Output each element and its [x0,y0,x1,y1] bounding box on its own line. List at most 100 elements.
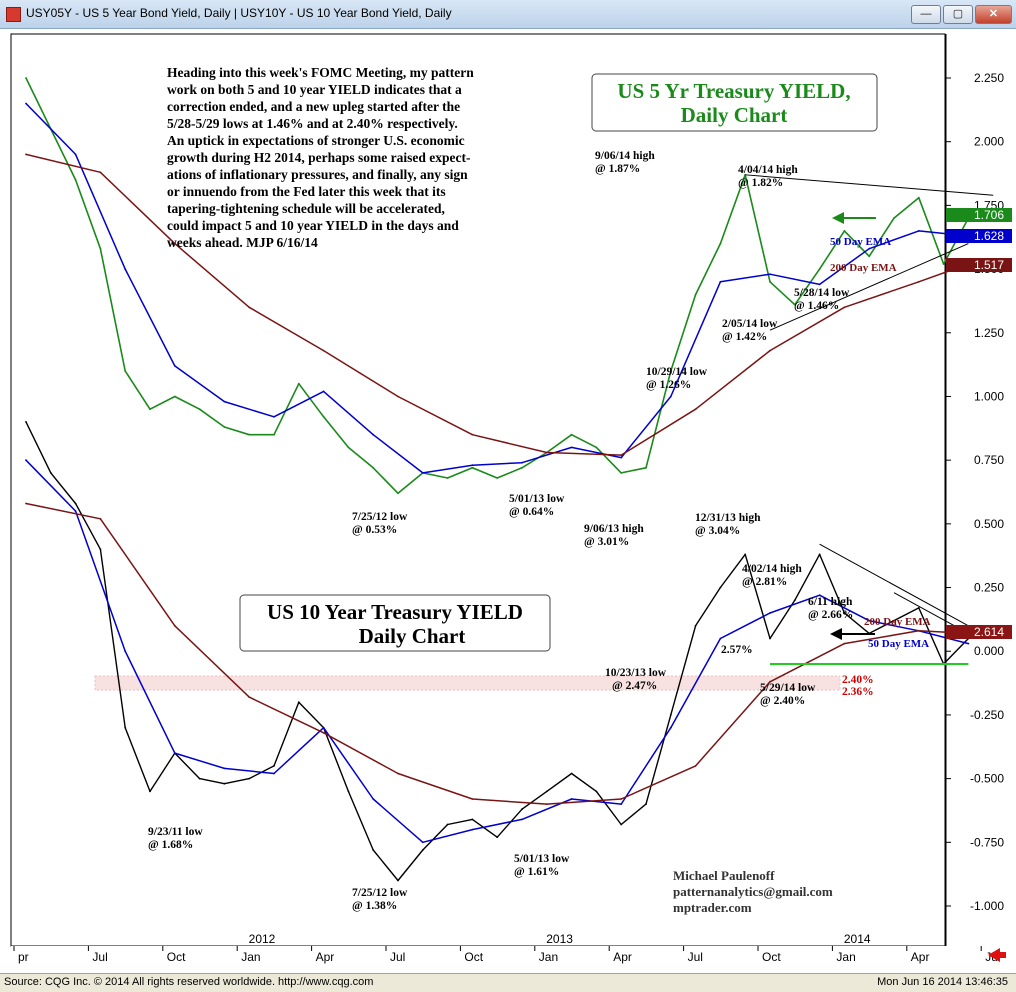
data-point-ema50_5y [124,268,127,270]
x-year-label: 2013 [546,932,573,946]
data-point-ema50_10y [620,803,623,805]
support-upper-label: 2.40% [842,674,874,686]
data-point-five_year [917,196,920,199]
data-point-ema50_5y [521,461,523,464]
data-point-ema200_5y [843,306,846,309]
data-point-ema50_5y [570,446,573,449]
annotation-high: 12/31/13 high [695,512,761,524]
data-point-ema50_10y [471,828,474,831]
x-tick-label: Oct [762,950,781,964]
data-point-five_year [471,466,474,469]
trendline-10y_down1 [819,543,969,627]
ema200-10y-label: 200 Day EMA [864,616,931,628]
arrow-5y-icon [832,212,876,224]
data-point-five_year [694,293,697,296]
data-point-ten_year [74,502,77,505]
data-point-ema200_10y [545,803,548,805]
data-point-five_year [942,263,945,265]
data-point-ema50_5y [471,464,474,467]
maximize-button[interactable]: ▢ [943,5,973,24]
data-point-ema200_10y [397,772,399,775]
window-title: USY05Y - US 5 Year Bond Yield, Daily | U… [26,6,452,20]
data-point-ema50_10y [273,772,275,775]
commentary-line: correction ended, and a new upleg starte… [167,99,460,114]
scroll-left-icon[interactable] [988,948,1000,962]
x-tick-label: Jan [539,950,558,964]
data-point-five_year [769,280,771,283]
title-10yr-line2: Daily Chart [359,624,466,648]
ema50-10y-label: 50 Day EMA [868,638,929,650]
title-5yr-line2: Daily Chart [681,103,788,127]
data-point-five_year [173,395,176,398]
data-point-ema50_10y [372,798,375,800]
annotation-high-value: @ 2.66% [808,609,853,621]
annotation-low-value: @ 0.53% [352,524,397,536]
data-point-ten_year [471,818,474,821]
data-point-ten_year [744,553,747,556]
data-point-ema50_10y [173,752,176,754]
data-point-ten_year [694,624,697,627]
data-point-five_year [843,230,846,232]
data-point-ema200_10y [694,765,697,767]
data-point-ten_year [49,472,52,474]
minimize-button[interactable]: — [911,5,941,24]
data-point-ema50_5y [25,102,27,105]
commentary-line: An uptick in expectations of stronger U.… [167,133,465,148]
annotation-high: 6/11 high [808,596,853,608]
x-tick-label: Jul [390,950,405,964]
data-point-ten_year [273,765,275,767]
data-point-ema200_5y [694,408,697,411]
data-point-ema50_10y [74,510,77,512]
data-point-ema50_5y [669,395,672,398]
data-point-ema50_5y [818,283,821,286]
data-point-ten_year [248,777,251,780]
data-point-ema50_10y [769,612,771,614]
data-point-ema200_10y [620,798,623,800]
data-point-ten_year [620,823,623,826]
y-tick-label: 2.250 [974,71,1004,85]
status-source: Source: CQG Inc. © 2014 All rights reser… [4,976,374,988]
data-point-ten_year [297,701,300,704]
annotation-low-value: @ 1.68% [148,839,193,851]
data-point-ten_year [595,790,598,793]
close-button[interactable]: ✕ [975,5,1012,24]
data-point-ema50_10y [521,818,523,821]
annotation-low: 9/23/11 low [148,826,203,838]
series-line-ten_year [25,421,969,882]
annotation-low-value: @ 1.61% [514,866,559,878]
data-point-ten_year [496,836,499,839]
annotation-low: 10/29/14 low [646,366,708,378]
series-line-ema50_5y [25,102,969,474]
data-point-five_year [347,446,350,449]
data-point-ten_year [521,808,523,811]
x-tick-label: Jul [688,950,703,964]
data-point-five_year [149,408,151,411]
commentary-line: work on both 5 and 10 year YIELD indicat… [167,82,462,97]
data-point-ten_year [793,599,796,602]
data-point-five_year [223,426,226,428]
data-point-ema200_10y [471,798,474,800]
data-point-ema200_10y [173,624,176,627]
last-value-10y-box [946,625,1012,639]
data-point-ema50_10y [669,726,672,729]
data-point-five_year [446,477,449,479]
commentary-line: could impact 5 and 10 year YIELD in the … [167,218,459,233]
data-point-five_year [645,466,647,469]
x-tick-label: pr [18,950,29,964]
data-point-ema200_10y [99,517,102,520]
y-tick-label: 0.500 [974,517,1004,531]
last-value-ema50: 1.628 [974,229,1004,243]
data-point-five_year [198,408,201,411]
data-point-ema50_10y [223,767,226,770]
annotation-low-value: @ 1.46% [794,300,839,312]
data-point-ten_year [25,421,27,423]
y-tick-label: 1.250 [974,326,1004,340]
data-point-five_year [25,77,27,79]
annotation-low: 10/23/13 low [605,667,667,679]
data-point-five_year [273,433,275,436]
data-point-ema50_10y [868,619,871,622]
signature-name: Michael Paulenoff [673,868,775,883]
x-tick-label: Jul [92,950,107,964]
scroll-left-icon-tail[interactable] [1000,952,1006,958]
commentary-line: tapering-tightening schedule will be acc… [167,201,445,216]
